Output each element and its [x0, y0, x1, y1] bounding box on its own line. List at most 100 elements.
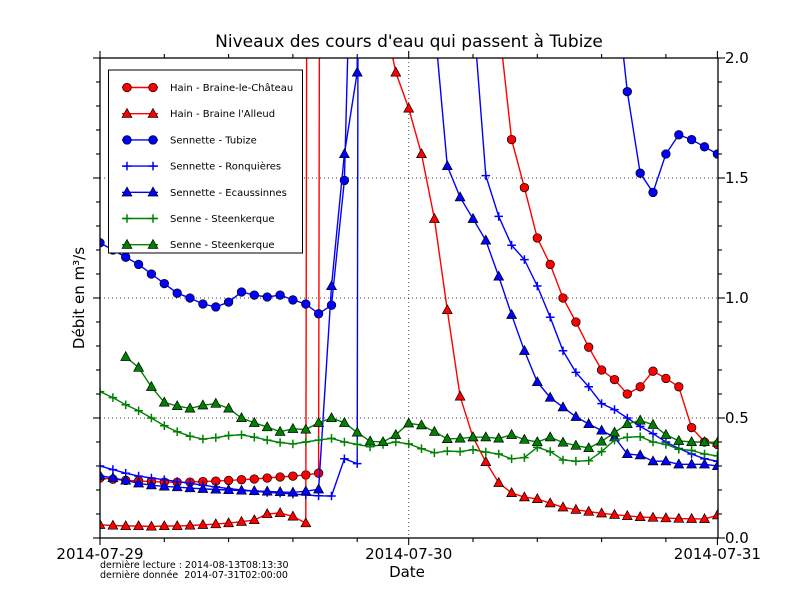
plot-area: 2014-07-29 2014-07-30 2014-07-310.0 0.5 1.0 1… — [56, 49, 761, 563]
point-marker — [648, 429, 658, 438]
point-marker — [210, 518, 222, 529]
point-marker — [197, 482, 209, 493]
point-marker — [147, 186, 159, 197]
point-marker — [275, 290, 285, 300]
point-marker — [673, 434, 685, 445]
point-marker — [480, 455, 492, 466]
point-marker — [519, 182, 530, 193]
point-marker — [313, 309, 324, 319]
point-marker — [430, 448, 439, 458]
point-marker — [673, 458, 685, 469]
point-marker — [275, 472, 285, 482]
point-marker — [699, 436, 710, 447]
point-marker — [403, 417, 415, 428]
point-marker — [236, 287, 247, 297]
point-marker — [635, 432, 645, 441]
point-marker — [584, 382, 593, 392]
point-marker — [148, 135, 158, 145]
point-marker — [211, 302, 221, 312]
point-marker — [122, 214, 132, 223]
point-marker — [100, 461, 105, 471]
point-marker — [558, 346, 568, 356]
point-marker — [584, 342, 594, 352]
point-marker — [327, 434, 336, 443]
legend-label: Sennette - Tubize — [170, 135, 257, 146]
point-marker — [634, 449, 646, 460]
point-marker — [351, 66, 363, 77]
point-marker — [122, 82, 132, 93]
x-tick-label: 2014-07-29 — [56, 545, 143, 563]
point-marker — [262, 473, 272, 483]
point-marker — [584, 456, 593, 465]
point-marker — [403, 102, 415, 113]
point-marker — [520, 453, 529, 462]
point-marker — [171, 520, 183, 531]
legend-box — [108, 69, 303, 254]
point-marker — [198, 299, 208, 309]
point-marker — [660, 512, 672, 523]
point-marker — [648, 437, 658, 447]
point-marker — [236, 412, 247, 423]
point-marker — [147, 413, 156, 423]
point-marker — [545, 447, 555, 456]
point-marker — [610, 405, 619, 414]
point-marker — [300, 485, 312, 496]
point-marker — [121, 400, 130, 410]
legend-entry-senne-steenkerque-plus: Senne - Steenkerque — [122, 214, 275, 225]
series-senne-steenkerque-plus — [100, 387, 718, 466]
point-marker — [441, 432, 453, 443]
point-marker — [158, 396, 170, 407]
point-marker — [148, 82, 158, 93]
point-marker — [145, 479, 157, 490]
point-marker — [609, 426, 620, 437]
point-marker — [544, 497, 556, 508]
point-marker — [687, 446, 696, 455]
point-marker — [648, 366, 658, 376]
point-marker — [158, 520, 170, 531]
point-marker — [148, 214, 158, 223]
point-marker — [518, 491, 530, 502]
point-marker — [314, 435, 323, 445]
point-marker — [160, 421, 169, 430]
point-marker — [686, 436, 698, 447]
point-marker — [236, 484, 247, 495]
point-marker — [520, 255, 529, 264]
legend-label: Senne - Steenkerque — [170, 214, 275, 225]
point-marker — [171, 481, 183, 492]
legend-entry-sennette-ronqui-res-plus: Sennette - Ronquières — [122, 161, 281, 173]
point-marker — [223, 475, 234, 486]
point-marker — [481, 171, 491, 180]
point-marker — [121, 238, 133, 249]
point-marker — [261, 485, 273, 496]
point-marker — [558, 455, 568, 465]
point-marker — [661, 440, 671, 449]
point-marker — [250, 432, 259, 442]
point-marker — [506, 308, 518, 319]
point-marker — [185, 431, 195, 441]
point-marker — [134, 406, 143, 416]
point-marker — [248, 485, 260, 496]
point-marker — [596, 435, 608, 446]
point-marker — [248, 514, 260, 525]
point-marker — [184, 482, 196, 493]
y-tick-label: 1.0 — [725, 289, 749, 307]
point-marker — [158, 480, 170, 491]
point-marker — [674, 382, 684, 392]
point-marker — [700, 449, 709, 459]
footer-last-read: dernière lecture : 2014-08-13T08:13:30 — [100, 560, 289, 571]
point-marker — [100, 518, 106, 529]
point-marker — [571, 456, 581, 466]
point-marker — [301, 299, 311, 309]
point-marker — [596, 365, 607, 375]
point-marker — [557, 501, 569, 512]
point-marker — [261, 508, 273, 519]
point-marker — [571, 317, 581, 327]
point-marker — [108, 393, 118, 402]
point-marker — [455, 447, 465, 456]
point-marker — [661, 373, 671, 384]
point-marker — [647, 418, 659, 429]
point-marker — [326, 300, 337, 310]
series-senne-steenkerque-triangle — [120, 350, 718, 453]
x-tick-label: 2014-07-31 — [674, 545, 761, 563]
point-marker — [133, 259, 144, 270]
